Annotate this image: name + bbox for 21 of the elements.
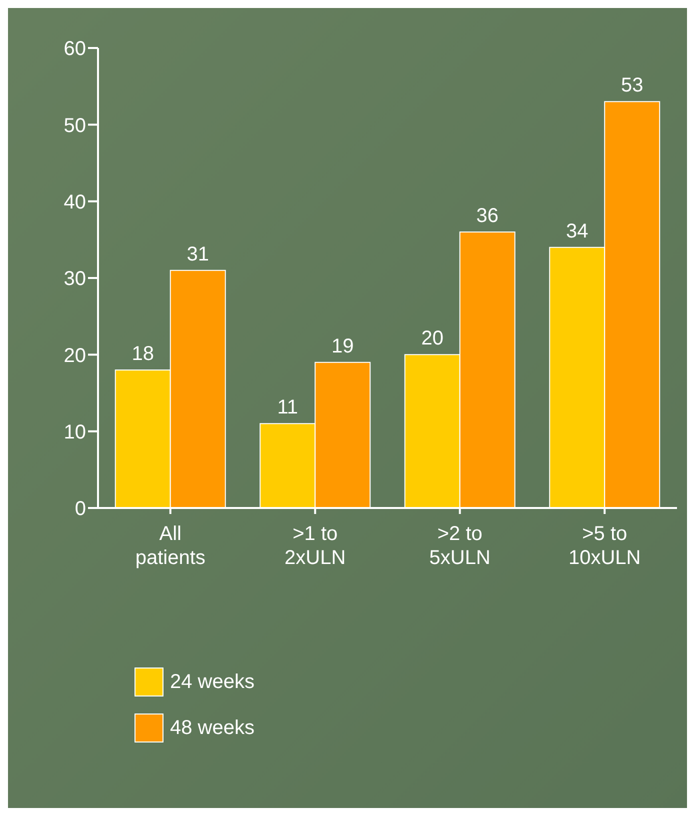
y-tick-label: 20 [64, 344, 86, 367]
x-tick-label: >1 to 2xULN [284, 523, 346, 569]
y-tick-label: 0 [74, 498, 86, 520]
x-tick-label: >2 to 5xULN [429, 523, 490, 569]
data-label: 11 [277, 396, 298, 419]
data-label: 36 [476, 205, 498, 227]
data-label: 53 [620, 74, 644, 97]
y-tick-label: 10 [64, 421, 86, 444]
data-label: 20 [421, 328, 444, 350]
data-label: 19 [331, 335, 354, 358]
y-tick-label: 40 [64, 191, 86, 214]
legend-label: 48 weeks [170, 716, 254, 740]
x-tick-label: >5 to 10xULN [568, 523, 641, 569]
legend-label: 24 weeks [170, 670, 254, 694]
data-label: 18 [132, 343, 154, 365]
y-tick-label: 50 [64, 114, 86, 137]
y-tick-label: 60 [64, 38, 86, 60]
y-tick-label: 30 [64, 268, 86, 290]
data-label: 31 [186, 243, 209, 266]
x-tick-label: All patients [135, 523, 206, 569]
data-label: 34 [566, 220, 588, 242]
